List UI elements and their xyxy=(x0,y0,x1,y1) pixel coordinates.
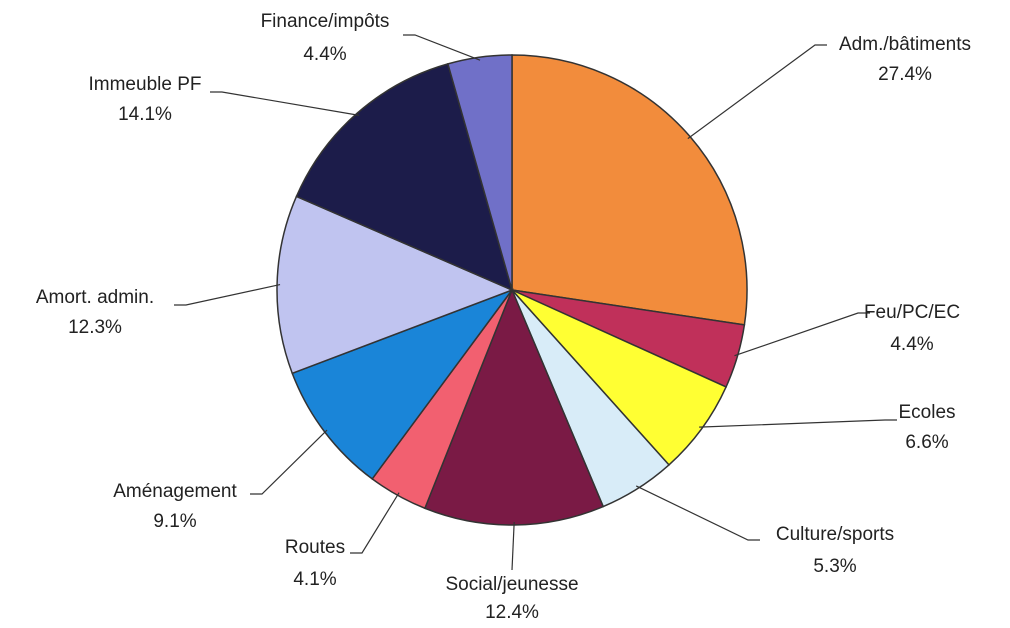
slice-label: Finance/impôts xyxy=(261,11,390,32)
slice-value: 6.6% xyxy=(905,432,948,453)
slice-label: Aménagement xyxy=(113,481,237,502)
pie-slice xyxy=(276,195,514,375)
leader-line xyxy=(250,429,328,495)
leader-line xyxy=(350,492,400,554)
slice-label: Feu/PC/EC xyxy=(864,302,960,323)
leader-line xyxy=(403,34,481,61)
leader-line xyxy=(174,283,281,306)
leader-line xyxy=(635,485,760,541)
leader-line xyxy=(699,419,897,428)
slice-value: 14.1% xyxy=(118,104,172,125)
slice-label: Social/jeunesse xyxy=(445,574,578,595)
slice-label: Immeuble PF xyxy=(89,74,202,95)
leader-line xyxy=(511,521,515,571)
pie-slice xyxy=(295,62,514,292)
slice-value: 12.3% xyxy=(68,317,122,338)
slice-value: 5.3% xyxy=(813,556,856,577)
leader-line xyxy=(734,312,870,357)
pie-slice xyxy=(446,54,513,291)
slice-value: 9.1% xyxy=(153,511,196,532)
slice-value: 4.1% xyxy=(293,569,336,590)
slice-value: 27.4% xyxy=(878,64,932,85)
slice-value: 4.4% xyxy=(303,44,346,65)
slice-label: Amort. admin. xyxy=(36,287,154,308)
pie-slice xyxy=(511,54,748,326)
leader-line xyxy=(210,91,360,116)
leader-line xyxy=(687,44,827,140)
slice-label: Culture/sports xyxy=(776,524,894,545)
slice-label: Ecoles xyxy=(898,402,955,423)
slice-label: Routes xyxy=(285,537,345,558)
slice-label: Adm./bâtiments xyxy=(839,34,971,55)
slice-value: 12.4% xyxy=(485,602,539,623)
slice-value: 4.4% xyxy=(890,334,933,355)
